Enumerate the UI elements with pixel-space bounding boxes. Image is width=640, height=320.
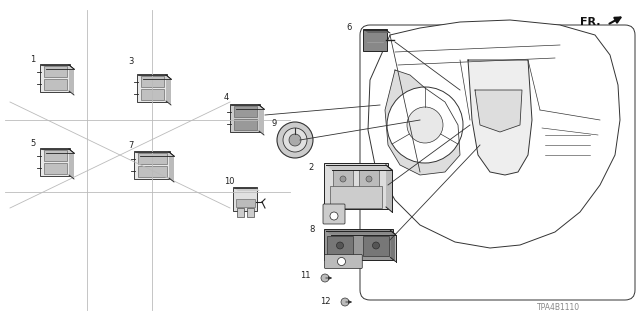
FancyBboxPatch shape [236,199,255,206]
FancyBboxPatch shape [359,170,379,188]
Circle shape [321,274,329,282]
Text: 11: 11 [300,271,310,281]
FancyBboxPatch shape [230,104,260,132]
FancyBboxPatch shape [324,163,388,209]
Polygon shape [326,165,392,170]
FancyBboxPatch shape [327,236,353,255]
Polygon shape [41,65,74,69]
Circle shape [340,176,346,182]
Text: TPA4B1110: TPA4B1110 [537,303,580,313]
FancyBboxPatch shape [134,151,170,179]
Text: 9: 9 [272,119,277,129]
FancyBboxPatch shape [40,148,70,176]
Text: 8: 8 [309,226,314,235]
Text: 10: 10 [224,178,234,187]
FancyBboxPatch shape [330,186,382,208]
FancyBboxPatch shape [323,204,345,224]
Text: FR.: FR. [580,17,600,27]
Text: 12: 12 [320,298,330,307]
FancyBboxPatch shape [138,166,166,177]
Polygon shape [390,230,396,261]
Polygon shape [385,70,460,175]
FancyBboxPatch shape [333,170,353,188]
Polygon shape [368,20,620,248]
Circle shape [341,298,349,306]
Polygon shape [234,188,260,191]
Polygon shape [169,152,174,182]
Circle shape [277,122,313,158]
Circle shape [283,128,307,152]
Polygon shape [364,30,390,33]
Circle shape [387,87,463,163]
FancyBboxPatch shape [234,107,257,116]
FancyBboxPatch shape [141,76,163,86]
Text: 5: 5 [30,140,35,148]
FancyBboxPatch shape [40,64,70,92]
Text: 2: 2 [308,164,313,172]
FancyBboxPatch shape [44,79,67,90]
FancyBboxPatch shape [234,119,257,130]
Circle shape [337,258,346,266]
FancyBboxPatch shape [44,67,67,76]
Circle shape [330,212,338,220]
Text: 7: 7 [128,141,133,150]
Polygon shape [475,90,522,132]
Polygon shape [138,75,171,79]
FancyBboxPatch shape [141,90,163,100]
Polygon shape [166,75,171,105]
Polygon shape [69,65,74,95]
Circle shape [372,242,380,249]
FancyBboxPatch shape [138,154,166,164]
FancyBboxPatch shape [363,236,389,255]
Circle shape [337,242,344,249]
Text: 1: 1 [30,55,35,65]
Text: 6: 6 [346,23,351,33]
Polygon shape [468,60,532,175]
Polygon shape [69,149,74,179]
FancyBboxPatch shape [44,164,67,173]
FancyBboxPatch shape [360,25,635,300]
Polygon shape [231,105,264,109]
FancyBboxPatch shape [237,207,243,217]
FancyBboxPatch shape [323,228,392,260]
FancyBboxPatch shape [137,74,167,102]
Circle shape [289,134,301,146]
Circle shape [366,176,372,182]
FancyBboxPatch shape [246,207,253,217]
Circle shape [407,107,443,143]
Text: 4: 4 [224,93,229,102]
FancyBboxPatch shape [233,187,257,211]
FancyBboxPatch shape [363,29,387,51]
Polygon shape [259,105,264,135]
Polygon shape [41,149,74,153]
Polygon shape [135,152,174,156]
Text: 3: 3 [128,58,133,67]
Polygon shape [326,230,396,235]
FancyBboxPatch shape [44,150,67,161]
Polygon shape [386,165,392,212]
FancyBboxPatch shape [324,254,362,268]
